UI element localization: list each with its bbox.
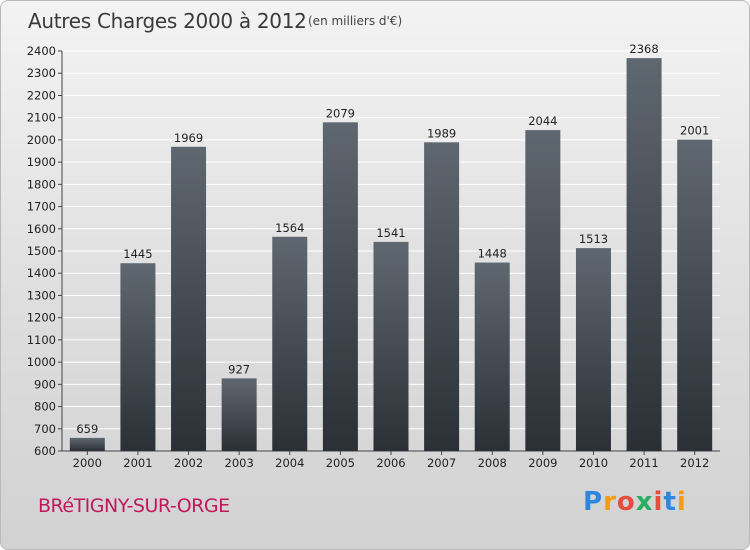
bar-2000 (69, 437, 105, 451)
bar-2004 (272, 236, 308, 451)
x-tick-label: 2000 (73, 456, 102, 470)
y-tick-label: 900 (34, 377, 56, 391)
logo-letter: i (653, 487, 664, 517)
y-tick-label: 2300 (27, 66, 56, 80)
bar-2005 (322, 122, 358, 451)
y-tick-label: 1100 (27, 333, 56, 347)
data-label-2011: 2368 (629, 42, 658, 56)
bar-2012 (677, 139, 713, 451)
bar-2003 (221, 378, 257, 451)
x-tick-label: 2004 (275, 456, 304, 470)
bar-2009 (525, 130, 561, 451)
city-name: BRéTIGNY-SUR-ORGE (38, 495, 230, 517)
logo-letter: P (583, 487, 604, 517)
data-label-2008: 1448 (478, 247, 507, 261)
data-label-2007: 1989 (427, 126, 456, 140)
bar-2006 (373, 241, 409, 451)
bar-2001 (120, 263, 156, 451)
y-tick-label: 1200 (27, 311, 56, 325)
y-tick-label: 1900 (27, 155, 56, 169)
logo-letter: x (635, 487, 654, 517)
data-label-2002: 1969 (174, 131, 203, 145)
x-tick-label: 2010 (579, 456, 608, 470)
y-tick-label: 1000 (27, 355, 56, 369)
data-label-2009: 2044 (528, 114, 557, 128)
bar-2011 (626, 58, 662, 451)
x-tick-label: 2007 (427, 456, 456, 470)
bar-2010 (575, 248, 611, 451)
logo-letter: r (603, 487, 617, 517)
labels: 659 1445 1969 927 1564 2079 1541 1989 1448 2044 15… (76, 42, 709, 436)
y-tick-label: 700 (34, 422, 56, 436)
x-tick-label: 2005 (326, 456, 355, 470)
x-tick-label: 2009 (528, 456, 557, 470)
x-tick-label: 2012 (680, 456, 709, 470)
data-label-2010: 1513 (579, 232, 608, 246)
bar-2008 (474, 262, 510, 451)
y-tick-label: 1700 (27, 200, 56, 214)
y-tick-label: 1400 (27, 266, 56, 280)
y-tick-label: 1800 (27, 177, 56, 191)
bar-2007 (424, 142, 460, 452)
y-tick-label: 2100 (27, 111, 56, 125)
x-tick-label: 2002 (174, 456, 203, 470)
x-tick-label: 2008 (478, 456, 507, 470)
data-label-2012: 2001 (680, 124, 709, 138)
bar-2002 (171, 146, 207, 451)
logo-letter: o (616, 487, 636, 517)
y-tick-label: 1300 (27, 288, 56, 302)
y-tick-label: 600 (34, 444, 56, 458)
logo-letter: t (663, 487, 677, 517)
chart-subtitle: (en milliers d'€) (308, 14, 403, 28)
y-tick-label: 800 (34, 400, 56, 414)
y-tick-label: 2200 (27, 88, 56, 102)
data-label-2003: 927 (228, 362, 250, 376)
data-label-2001: 1445 (123, 247, 152, 261)
chart-title: Autres Charges 2000 à 2012 (28, 9, 307, 33)
bars (69, 58, 713, 452)
data-label-2006: 1541 (376, 226, 405, 240)
y-tick-label: 2000 (27, 133, 56, 147)
y-tick-label: 1600 (27, 222, 56, 236)
data-label-2000: 659 (76, 422, 98, 436)
x-tick-label: 2011 (629, 456, 658, 470)
x-tick-label: 2003 (225, 456, 254, 470)
data-label-2004: 1564 (275, 221, 304, 235)
data-label-2005: 2079 (326, 106, 355, 120)
logo-letter: i (676, 487, 687, 517)
axes: 600 700 800 900 1000 1100 1200 1300 1400 1500 1600… (27, 44, 720, 470)
y-tick-label: 1500 (27, 244, 56, 258)
x-tick-label: 2001 (123, 456, 152, 470)
x-tick-label: 2006 (376, 456, 405, 470)
y-tick-label: 2400 (27, 44, 56, 58)
proxiti-logo: Proxiti (583, 487, 687, 517)
